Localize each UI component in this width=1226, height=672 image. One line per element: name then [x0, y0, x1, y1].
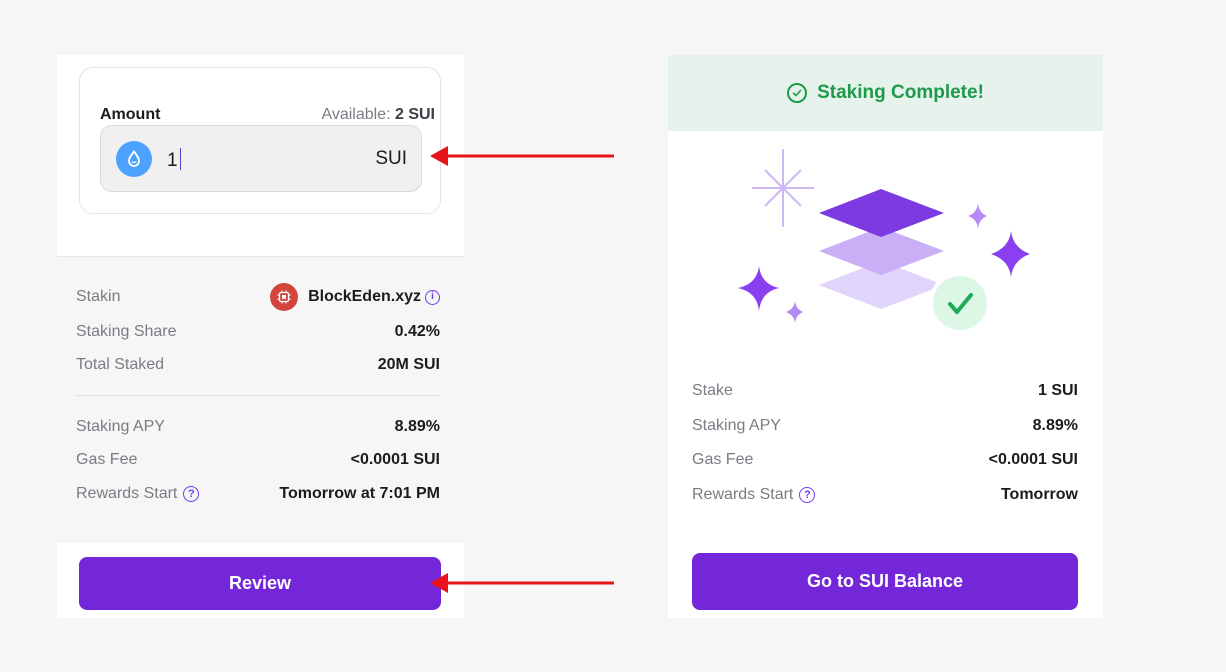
review-footer: Review: [57, 543, 464, 618]
detail-row-staking-apy: Staking APY 8.89%: [76, 416, 440, 438]
sui-coin-icon: [116, 141, 152, 177]
detail-value: 20M SUI: [377, 356, 440, 373]
help-icon[interactable]: ?: [183, 486, 200, 502]
sparkle-icon: [752, 149, 814, 227]
detail-row-staking-share: Staking Share 0.42%: [76, 321, 440, 343]
detail-value: 0.42%: [394, 323, 440, 340]
available-prefix: Available:: [321, 106, 391, 123]
available-balance: Available: 2 SUI: [321, 106, 435, 124]
layer-bottom-icon: [819, 261, 944, 309]
amount-input[interactable]: 1 SUI: [100, 125, 422, 192]
available-value: 2 SUI: [394, 106, 435, 123]
arrow-left-icon: [430, 573, 614, 593]
detail-label: Rewards Start ?: [692, 486, 816, 504]
amount-unit: SUI: [375, 148, 407, 169]
layer-middle-icon: [819, 227, 944, 275]
detail-value: <0.0001 SUI: [988, 451, 1078, 468]
amount-label: Amount: [100, 106, 161, 123]
detail-label: Gas Fee: [76, 451, 138, 468]
detail-label: Stake: [692, 382, 733, 399]
text-caret: [179, 148, 182, 170]
rewards-start-label: Rewards Start: [76, 485, 178, 502]
sparkle-icon: [738, 266, 779, 311]
rewards-start-label: Rewards Start: [692, 486, 794, 503]
staking-success-illustration: [738, 149, 1030, 334]
detail-label: Total Staked: [76, 356, 165, 373]
detail-label: Stakin: [76, 288, 121, 305]
validator-value[interactable]: BlockEden.xyz i: [270, 283, 440, 311]
layer-top-icon: [819, 189, 944, 237]
sparkle-icon: [786, 301, 803, 323]
detail-value: 1 SUI: [1037, 382, 1078, 399]
detail-value: Tomorrow at 7:01 PM: [279, 485, 440, 502]
detail-row-gas-fee: Gas Fee <0.0001 SUI: [76, 449, 440, 471]
detail-label: Staking APY: [692, 417, 781, 434]
check-circle-icon: [787, 83, 808, 103]
validator-logo-icon: [270, 283, 299, 311]
detail-row-validator: Stakin BlockEden.xyz i: [76, 283, 440, 311]
detail-value: 8.89%: [1032, 417, 1078, 434]
sparkle-icon: [968, 203, 987, 229]
stake-form-panel: Amount Available: 2 SUI 1 SUI: [57, 55, 464, 257]
sparkle-icon: [991, 231, 1030, 277]
detail-row-rewards-start: Rewards Start ? Tomorrow: [692, 484, 1078, 506]
detail-row-gas-fee: Gas Fee <0.0001 SUI: [692, 449, 1078, 471]
amount-value-text: 1: [167, 150, 178, 171]
detail-row-stake: Stake 1 SUI: [692, 380, 1078, 402]
stake-details: Stakin BlockEden.xyz i Staking Share 0.4…: [57, 258, 464, 520]
amount-value[interactable]: 1: [167, 148, 182, 172]
detail-label: Staking APY: [76, 418, 165, 435]
amount-card: Amount Available: 2 SUI 1 SUI: [79, 67, 441, 214]
arrow-left-icon: [430, 146, 614, 166]
detail-label: Rewards Start ?: [76, 485, 200, 503]
staking-complete-panel: Staking Complete! Stake 1 SUI Staking AP…: [668, 55, 1103, 618]
divider: [76, 395, 440, 396]
detail-value: Tomorrow: [1000, 486, 1078, 503]
detail-label: Gas Fee: [692, 451, 754, 468]
help-icon[interactable]: ?: [799, 487, 816, 503]
detail-row-total-staked: Total Staked 20M SUI: [76, 354, 440, 376]
go-to-balance-button[interactable]: Go to SUI Balance: [692, 553, 1078, 610]
success-title: Staking Complete!: [817, 82, 984, 103]
detail-row-rewards-start: Rewards Start ? Tomorrow at 7:01 PM: [76, 483, 440, 505]
detail-value: 8.89%: [394, 418, 440, 435]
success-banner: Staking Complete!: [668, 55, 1103, 131]
detail-row-staking-apy: Staking APY 8.89%: [692, 415, 1078, 437]
validator-name: BlockEden.xyz: [308, 288, 421, 305]
info-icon[interactable]: i: [425, 289, 440, 305]
detail-label: Staking Share: [76, 323, 177, 340]
detail-value: <0.0001 SUI: [350, 451, 440, 468]
review-button[interactable]: Review: [79, 557, 441, 610]
